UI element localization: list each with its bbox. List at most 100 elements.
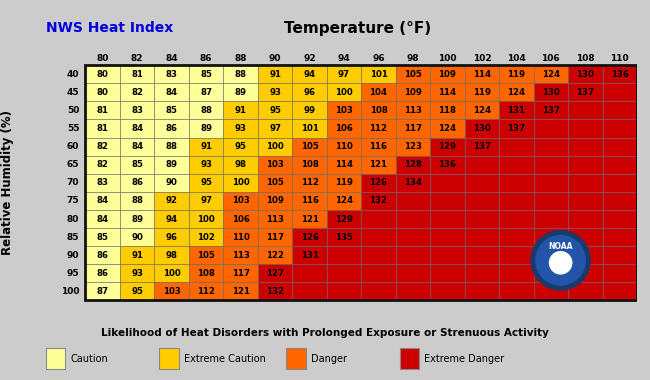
Text: 98: 98 bbox=[235, 160, 246, 169]
Bar bbox=[327, 264, 361, 282]
Text: 132: 132 bbox=[266, 287, 284, 296]
Bar bbox=[568, 264, 603, 282]
Bar bbox=[86, 210, 120, 228]
Text: 119: 119 bbox=[473, 88, 491, 97]
Bar bbox=[155, 228, 189, 246]
Bar bbox=[568, 138, 603, 156]
Bar bbox=[155, 83, 189, 101]
Bar bbox=[534, 246, 568, 264]
Bar bbox=[155, 174, 189, 192]
Bar bbox=[120, 228, 155, 246]
Text: 104: 104 bbox=[369, 88, 387, 97]
Text: 94: 94 bbox=[337, 54, 350, 63]
Bar bbox=[361, 101, 396, 119]
Text: 86: 86 bbox=[97, 269, 109, 278]
Bar bbox=[120, 210, 155, 228]
Bar bbox=[499, 65, 534, 83]
Text: 85: 85 bbox=[97, 233, 109, 242]
Text: 50: 50 bbox=[67, 106, 79, 115]
Bar bbox=[224, 156, 258, 174]
Bar bbox=[292, 174, 327, 192]
Text: 84: 84 bbox=[165, 54, 178, 63]
Bar bbox=[465, 119, 499, 138]
Text: 86: 86 bbox=[200, 54, 213, 63]
Text: 100: 100 bbox=[162, 269, 181, 278]
Bar bbox=[430, 174, 465, 192]
Bar bbox=[258, 174, 292, 192]
Bar bbox=[361, 228, 396, 246]
Bar bbox=[189, 83, 224, 101]
Bar bbox=[86, 138, 120, 156]
Text: 89: 89 bbox=[166, 160, 177, 169]
Bar bbox=[534, 119, 568, 138]
Text: 136: 136 bbox=[438, 160, 456, 169]
Bar bbox=[189, 174, 224, 192]
Text: 99: 99 bbox=[304, 106, 315, 115]
Text: 135: 135 bbox=[335, 233, 353, 242]
Bar bbox=[86, 282, 120, 301]
Text: 90: 90 bbox=[166, 178, 177, 187]
Bar bbox=[465, 174, 499, 192]
Text: 132: 132 bbox=[369, 196, 387, 206]
Bar bbox=[499, 246, 534, 264]
Bar bbox=[361, 282, 396, 301]
Text: 101: 101 bbox=[300, 124, 318, 133]
Bar bbox=[396, 65, 430, 83]
Bar bbox=[465, 264, 499, 282]
Bar bbox=[603, 156, 637, 174]
Bar bbox=[534, 282, 568, 301]
Text: 104: 104 bbox=[507, 54, 526, 63]
Text: 90: 90 bbox=[131, 233, 143, 242]
Text: 105: 105 bbox=[301, 142, 318, 151]
Text: 112: 112 bbox=[300, 178, 318, 187]
Text: Extreme Caution: Extreme Caution bbox=[184, 354, 266, 364]
Text: 129: 129 bbox=[438, 142, 456, 151]
Bar bbox=[603, 65, 637, 83]
Bar bbox=[327, 156, 361, 174]
Text: 91: 91 bbox=[269, 70, 281, 79]
Text: 97: 97 bbox=[269, 124, 281, 133]
Text: 84: 84 bbox=[131, 124, 143, 133]
Text: 83: 83 bbox=[166, 70, 177, 79]
Bar bbox=[189, 246, 224, 264]
Bar bbox=[292, 119, 327, 138]
Text: 55: 55 bbox=[67, 124, 79, 133]
Bar bbox=[499, 228, 534, 246]
Bar bbox=[430, 138, 465, 156]
Bar bbox=[396, 192, 430, 210]
Bar bbox=[465, 101, 499, 119]
Text: 131: 131 bbox=[508, 106, 525, 115]
Bar bbox=[292, 246, 327, 264]
Bar bbox=[568, 156, 603, 174]
Bar bbox=[534, 101, 568, 119]
Text: 124: 124 bbox=[473, 106, 491, 115]
Bar bbox=[155, 101, 189, 119]
Bar bbox=[361, 264, 396, 282]
Bar bbox=[327, 83, 361, 101]
Bar bbox=[534, 192, 568, 210]
Text: 129: 129 bbox=[335, 215, 353, 223]
Bar bbox=[499, 101, 534, 119]
Bar bbox=[258, 119, 292, 138]
Bar bbox=[361, 138, 396, 156]
Text: 117: 117 bbox=[231, 269, 250, 278]
Text: 124: 124 bbox=[507, 88, 525, 97]
Text: 126: 126 bbox=[369, 178, 387, 187]
Text: 121: 121 bbox=[231, 287, 250, 296]
Text: 116: 116 bbox=[369, 142, 387, 151]
Text: 106: 106 bbox=[541, 54, 560, 63]
Text: 134: 134 bbox=[404, 178, 422, 187]
Bar bbox=[603, 119, 637, 138]
Text: 128: 128 bbox=[404, 160, 422, 169]
Bar bbox=[534, 138, 568, 156]
Bar bbox=[155, 156, 189, 174]
Text: 94: 94 bbox=[166, 215, 177, 223]
Text: 103: 103 bbox=[335, 106, 353, 115]
Bar bbox=[258, 282, 292, 301]
Bar bbox=[120, 65, 155, 83]
Bar bbox=[327, 138, 361, 156]
Bar bbox=[361, 65, 396, 83]
Bar bbox=[568, 246, 603, 264]
Text: 130: 130 bbox=[473, 124, 491, 133]
Text: 95: 95 bbox=[200, 178, 212, 187]
